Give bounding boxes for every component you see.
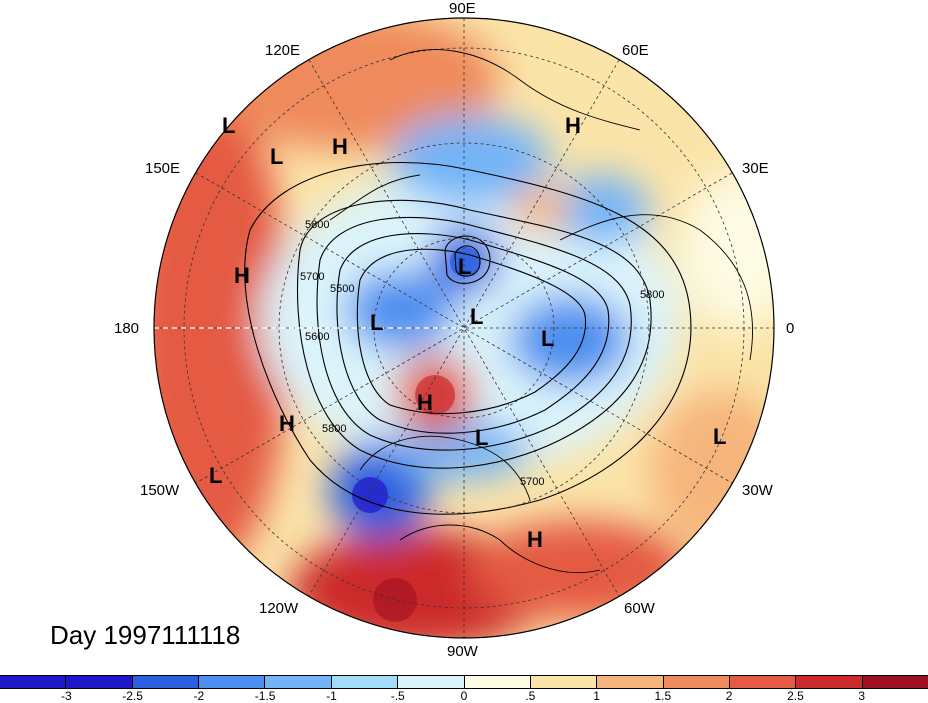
high-center: H <box>527 527 543 552</box>
colorbar-bin <box>728 676 796 688</box>
low-center: L <box>713 424 727 449</box>
lon-label-30w: 30W <box>742 482 773 499</box>
colorbar-tick-label: -1 <box>326 689 337 703</box>
contour-label: 5800 <box>640 289 664 301</box>
colorbar-bin <box>131 676 199 688</box>
colorbar-bin <box>662 676 729 688</box>
colorbar-bin <box>529 676 597 688</box>
colorbar-tick-label: 1.5 <box>654 689 672 703</box>
lon-label-180: 180 <box>114 320 140 337</box>
colorbar-bin <box>0 676 66 688</box>
lon-label-90e: 90E <box>449 0 476 17</box>
colorbar-tick-label: -.5 <box>390 689 405 703</box>
low-center: L <box>209 463 223 488</box>
low-center: L <box>370 310 384 335</box>
high-center: H <box>279 411 295 436</box>
coastlines <box>329 49 753 574</box>
lon-label-120w: 120W <box>259 600 299 617</box>
colorbar-tick-label: -2.5 <box>122 689 143 703</box>
lon-label-150w: 150W <box>140 482 180 499</box>
colorbar <box>0 675 928 689</box>
contour-label: 5800 <box>322 423 346 435</box>
lon-label-60w: 60W <box>624 600 655 617</box>
low-center: L <box>475 425 489 450</box>
low-center: L <box>222 113 236 138</box>
colorbar-bin <box>198 676 265 688</box>
colorbar-bin <box>65 676 132 688</box>
high-center: H <box>565 113 581 138</box>
geopotential-contours <box>244 161 692 515</box>
colorbar-bin <box>596 676 663 688</box>
anomaly-field <box>154 18 774 638</box>
colorbar-bin <box>397 676 464 688</box>
colorbar-tick-label: 2.5 <box>787 689 804 703</box>
colorbar-bin <box>264 676 331 688</box>
colorbar-bin <box>861 676 928 688</box>
lon-label-150e: 150E <box>145 160 181 177</box>
lon-label-90w: 90W <box>447 643 478 660</box>
low-center: L <box>458 254 472 279</box>
contour-label: 5800 <box>305 219 329 231</box>
high-center: H <box>417 390 433 415</box>
lon-label-60e: 60E <box>622 42 649 59</box>
low-center: L <box>541 326 555 351</box>
colorbar-tick-label: -2 <box>193 689 205 703</box>
colorbar-bin <box>795 676 862 688</box>
lon-label-0: 0 <box>786 320 795 337</box>
lon-label-120e: 120E <box>265 42 301 59</box>
colorbar-tick-label: -3 <box>60 689 72 703</box>
contour-label: 5600 <box>305 331 329 343</box>
colorbar-bin <box>463 676 530 688</box>
contour-label: 5700 <box>300 271 324 283</box>
colorbar-tick-label: 0 <box>460 689 468 703</box>
contour-labels: 5800 5700 5500 5600 5800 5700 5800 <box>300 219 664 488</box>
date-title: Day 1997111118 <box>50 620 241 650</box>
high-center: H <box>234 263 250 288</box>
colorbar-tick-label: .5 <box>525 689 536 703</box>
colorbar-tick-label: 1 <box>593 689 600 703</box>
lon-label-30e: 30E <box>742 160 769 177</box>
contour-label: 5500 <box>330 283 354 295</box>
low-center: L <box>470 304 484 329</box>
polar-map: 5800 5700 5500 5600 5800 5700 5800 <box>153 17 775 639</box>
colorbar-bin <box>330 676 398 688</box>
high-center: H <box>332 134 348 159</box>
contour-label: 5700 <box>520 476 544 488</box>
low-center: L <box>270 144 284 169</box>
colorbar-tick-label: 3 <box>858 689 866 703</box>
colorbar-tick-label: -1.5 <box>254 689 276 703</box>
colorbar-tick-label: 2 <box>725 689 733 703</box>
